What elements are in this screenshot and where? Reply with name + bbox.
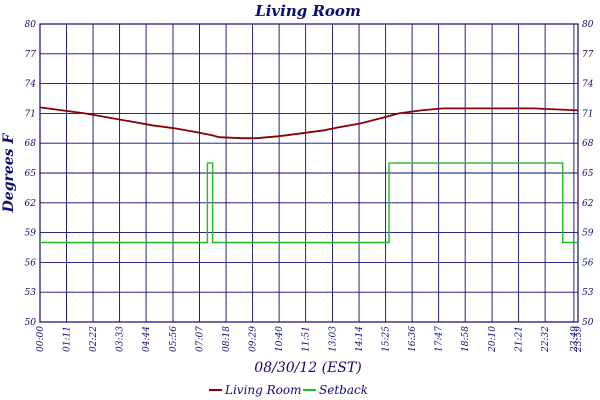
plot-area bbox=[39, 23, 579, 323]
y-tick-label-left: 56 bbox=[25, 258, 37, 268]
series-line-living-room bbox=[39, 106, 579, 140]
y-tick-label-right: 65 bbox=[582, 169, 594, 179]
y-tick-label-right: 80 bbox=[582, 20, 594, 30]
y-tick-label-left: 77 bbox=[25, 50, 37, 60]
x-tick-labels: 00:00 01:11 02:22 03:33 04:44 05:56 07:07 08:18… bbox=[36, 326, 584, 353]
legend: Living Room Setback bbox=[209, 383, 368, 397]
y-tick-label-right: 53 bbox=[582, 288, 594, 298]
y-tick-label-right: 68 bbox=[582, 139, 594, 149]
x-tick-label: 01:11 bbox=[63, 326, 73, 352]
x-tick-label: 20:10 bbox=[488, 326, 498, 353]
y-tick-labels-left: 50 53 56 59 62 65 68 71 74 77 80 bbox=[25, 20, 37, 328]
chart-title: Living Room bbox=[254, 2, 361, 20]
x-tick-label: 17:47 bbox=[435, 326, 445, 352]
y-tick-label-right: 71 bbox=[582, 109, 593, 119]
x-tick-label: 15:25 bbox=[382, 326, 392, 352]
x-tick-label: 08:18 bbox=[222, 326, 232, 352]
x-tick-label: 21:21 bbox=[515, 326, 525, 353]
x-tick-label: 18:58 bbox=[461, 326, 471, 352]
x-tick-label: 10:40 bbox=[275, 326, 285, 352]
y-tick-label-left: 71 bbox=[25, 109, 36, 119]
x-tick-label: 23:59 bbox=[574, 326, 584, 353]
x-tick-label: 05:56 bbox=[169, 326, 179, 352]
x-tick-label: 02:22 bbox=[89, 326, 99, 352]
series-line-setback bbox=[40, 162, 578, 244]
x-tick-label: 22:32 bbox=[541, 326, 551, 353]
y-tick-label-left: 74 bbox=[25, 80, 37, 90]
y-tick-label-left: 53 bbox=[25, 288, 37, 298]
y-tick-label-left: 68 bbox=[25, 139, 37, 149]
x-tick-label: 13:03 bbox=[329, 326, 339, 352]
y-tick-label-right: 77 bbox=[582, 50, 594, 60]
x-tick-label: 00:00 bbox=[36, 326, 46, 352]
x-tick-label: 11:51 bbox=[302, 326, 312, 352]
y-tick-labels-right: 50 53 56 59 62 65 68 71 74 77 80 bbox=[582, 20, 594, 328]
x-tick-label: 07:07 bbox=[196, 326, 206, 352]
x-tick-label: 23:49 bbox=[570, 326, 580, 353]
y-tick-label-left: 80 bbox=[25, 20, 37, 30]
y-tick-label-right: 59 bbox=[582, 229, 594, 239]
y-tick-label-right: 74 bbox=[582, 80, 594, 90]
x-tick-label: 14:14 bbox=[355, 326, 365, 352]
legend-label-setback: Setback bbox=[319, 383, 368, 397]
x-tick-label: 03:33 bbox=[116, 326, 126, 352]
y-tick-label-left: 50 bbox=[25, 318, 37, 328]
x-tick-label: 16:36 bbox=[408, 326, 418, 352]
y-axis-label: Degrees F bbox=[1, 133, 17, 214]
y-tick-label-left: 59 bbox=[25, 229, 37, 239]
x-tick-label: 09:29 bbox=[249, 326, 259, 352]
y-tick-label-left: 62 bbox=[25, 199, 37, 209]
y-tick-label-right: 56 bbox=[582, 258, 594, 268]
y-tick-label-left: 65 bbox=[25, 169, 37, 179]
x-tick-label: 04:44 bbox=[142, 326, 152, 352]
legend-label-living-room: Living Room bbox=[224, 383, 302, 397]
series-lines bbox=[39, 106, 579, 244]
x-axis-label: 08/30/12 (EST) bbox=[254, 360, 361, 376]
y-tick-label-right: 50 bbox=[582, 318, 594, 328]
y-tick-label-right: 62 bbox=[582, 199, 594, 209]
